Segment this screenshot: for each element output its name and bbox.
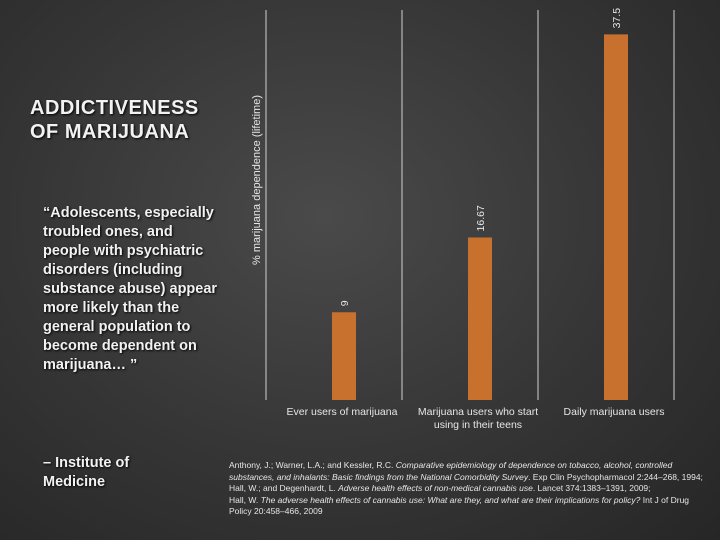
slide-title: ADDICTIVENESS OF MARIJUANA xyxy=(30,96,240,144)
reference-source: . Exp Clin Psychopharmacol 2:244–268, 19… xyxy=(528,471,703,482)
reference-authors: Hall, W. xyxy=(229,494,261,505)
bar xyxy=(468,237,492,400)
x-tick-label: Daily marijuana users xyxy=(564,406,665,418)
quote-attribution: – Institute of Medicine xyxy=(43,455,130,490)
y-axis-label: % marijuana dependence (lifetime) xyxy=(251,95,263,265)
data-label: 37.5 xyxy=(611,8,623,29)
quote-text: “Adolescents, especially troubled ones, … xyxy=(43,205,218,373)
reference-title: Adverse health effects of non-medical ca… xyxy=(338,483,533,493)
title-line-1: ADDICTIVENESS xyxy=(30,97,199,119)
reference-source: Int J of Drug Policy 20:458–466, 2009 xyxy=(229,494,690,517)
data-label: 9 xyxy=(339,300,351,306)
x-tick-label: Marijuana users who start xyxy=(418,406,538,418)
reference-authors: Anthony, J.; Warner, L.A.; and Kessler, … xyxy=(229,460,396,470)
reference-title: Comparative epidemiology of dependence o… xyxy=(229,460,673,482)
title-line-2: OF MARIJUANA xyxy=(30,121,190,143)
bar xyxy=(332,312,356,400)
bar xyxy=(604,34,628,400)
reference-source: . Lancet 374:1383–1391, 2009; xyxy=(532,483,651,493)
x-tick-label: using in their teens xyxy=(434,419,522,431)
x-tick-label: Ever users of marijuana xyxy=(287,406,398,418)
reference-item: Anthony, J.; Warner, L.A.; and Kessler, … xyxy=(229,460,709,483)
bar-chart: % marijuana dependence (lifetime) 9 Ever u… xyxy=(251,8,675,431)
reference-item: Hall, W. The adverse health effects of c… xyxy=(229,495,709,518)
data-label: 16.67 xyxy=(475,205,487,231)
reference-title: The adverse health effects of cannabis u… xyxy=(260,494,641,505)
reference-authors: Hall, W.; and Degenhardt, L. xyxy=(229,483,339,493)
references: Anthony, J.; Warner, L.A.; and Kessler, … xyxy=(229,460,709,518)
reference-item: Hall, W.; and Degenhardt, L. Adverse hea… xyxy=(229,483,709,495)
